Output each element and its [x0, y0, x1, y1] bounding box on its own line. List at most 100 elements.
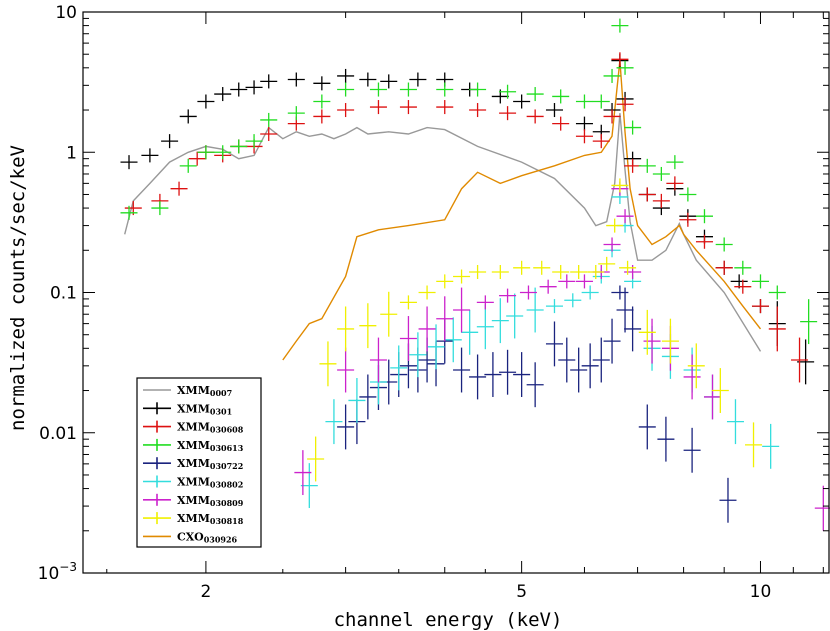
data-point: [245, 134, 263, 149]
data-point: [575, 274, 593, 289]
legend: XMM0007 XMM0301 XMM030608 XMM030613 XMM03072…: [136, 377, 262, 548]
y-tick-label: 1: [66, 143, 77, 163]
data-point: [179, 158, 197, 173]
data-point: [715, 260, 733, 275]
data-point: [638, 309, 656, 355]
data-point: [469, 264, 487, 280]
data-point: [643, 318, 661, 364]
data-point: [380, 291, 398, 337]
data-point: [506, 293, 524, 339]
data-point: [436, 296, 454, 342]
data-point: [598, 256, 616, 271]
x-tick-label: 5: [516, 582, 527, 602]
legend-label: XMM0007: [177, 384, 232, 398]
data-point: [638, 158, 656, 173]
data-point: [661, 318, 679, 364]
data-point: [624, 158, 642, 173]
data-point: [380, 74, 398, 89]
data-point: [399, 295, 417, 310]
data-point: [307, 436, 325, 482]
legend-label: XMM030818: [177, 512, 244, 526]
data-point: [575, 116, 593, 131]
legend-entry: XMM0301: [143, 402, 232, 416]
data-point: [325, 399, 343, 445]
data-point: [399, 100, 417, 115]
data-point: [230, 82, 248, 97]
data-point: [337, 306, 355, 352]
data-point: [188, 151, 206, 166]
data-point: [611, 52, 629, 67]
data-point: [120, 205, 138, 220]
data-point: [552, 264, 570, 280]
data-point: [369, 100, 387, 115]
legend-entry: XMM030809: [143, 493, 244, 508]
data-point: [337, 404, 355, 450]
data-point: [491, 298, 509, 344]
data-point: [606, 218, 624, 233]
series-layer: [120, 18, 830, 531]
data-point: [545, 299, 563, 314]
series-line: [124, 113, 762, 352]
data-point: [751, 299, 769, 314]
data-point: [245, 80, 263, 95]
data-point: [726, 399, 744, 445]
y-tick-label: 0.01: [39, 424, 77, 444]
series-XMM030613: [120, 18, 818, 345]
data-point: [337, 68, 355, 83]
data-point: [197, 145, 215, 160]
data-point: [603, 109, 621, 124]
data-point: [348, 377, 366, 423]
data-point: [499, 349, 517, 395]
data-point: [558, 274, 576, 289]
data-point: [603, 68, 621, 83]
data-point: [791, 337, 809, 383]
data-point: [552, 116, 570, 131]
data-point: [638, 187, 656, 202]
data-point: [545, 321, 563, 367]
data-point: [687, 343, 705, 389]
legend-label: CXO030926: [177, 530, 238, 544]
data-point: [319, 341, 337, 387]
series-XMM030722: [337, 285, 737, 523]
data-point: [679, 187, 697, 202]
data-point: [260, 112, 278, 127]
data-point: [611, 178, 629, 193]
data-point: [768, 285, 786, 300]
data-point: [260, 126, 278, 141]
data-point: [461, 309, 479, 355]
data-point: [624, 120, 642, 135]
data-point: [436, 82, 454, 97]
data-point: [711, 368, 729, 413]
data-point: [427, 324, 445, 370]
data-point: [526, 287, 544, 333]
data-point: [453, 287, 471, 333]
data-point: [526, 109, 544, 124]
data-point: [513, 352, 531, 397]
legend-label: XMM030613: [177, 439, 244, 453]
series-XMM030809: [294, 181, 830, 531]
data-point: [619, 260, 637, 275]
data-point: [260, 74, 278, 89]
data-point: [491, 264, 509, 280]
series-XMM030608: [124, 52, 809, 383]
x-axis-title: channel energy (keV): [334, 609, 563, 631]
data-point: [436, 274, 454, 289]
data-point: [575, 94, 593, 109]
data-point: [719, 477, 737, 523]
data-point: [230, 139, 248, 154]
data-point: [418, 306, 436, 352]
data-point: [603, 318, 621, 364]
data-point: [695, 209, 713, 224]
data-point: [499, 84, 517, 99]
data-point: [469, 82, 487, 97]
data-point: [337, 82, 355, 97]
data-point: [533, 260, 551, 275]
data-point: [499, 288, 517, 303]
data-point: [369, 82, 387, 97]
data-point: [592, 337, 610, 383]
data-point: [683, 354, 701, 400]
data-point: [703, 374, 722, 420]
data-point: [469, 354, 487, 400]
data-point: [652, 193, 670, 208]
data-point: [300, 463, 318, 509]
